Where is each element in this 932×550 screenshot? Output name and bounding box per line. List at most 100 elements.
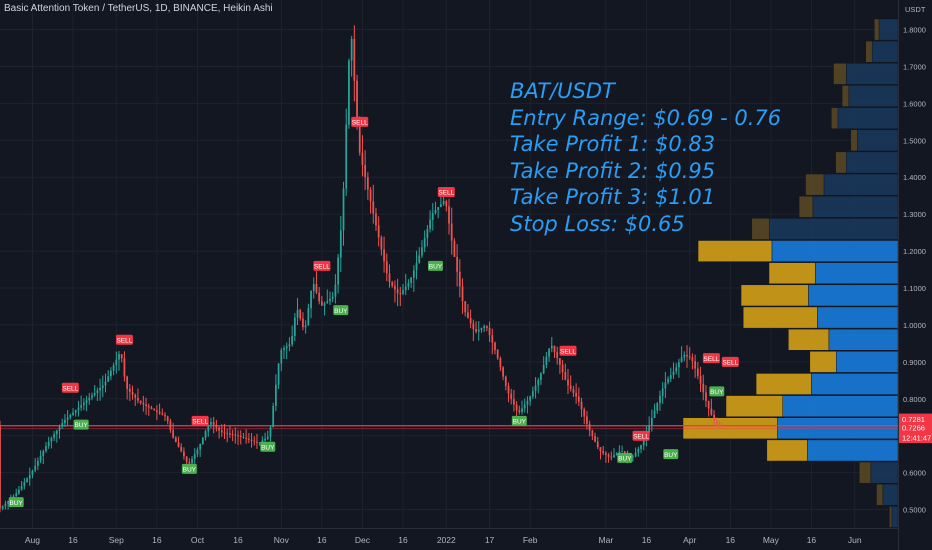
- candle-body: [694, 361, 697, 369]
- y-tick-label: 1.6000: [903, 99, 926, 108]
- candle-body: [199, 444, 202, 450]
- candle-body: [161, 413, 164, 415]
- profile-bar-down: [845, 151, 899, 174]
- candle-body: [61, 423, 64, 427]
- x-tick-label: 16: [233, 535, 243, 545]
- candle-body: [353, 38, 356, 81]
- candle-body: [283, 348, 285, 351]
- candle-body: [288, 344, 291, 347]
- candle-body: [526, 400, 529, 405]
- last-price-text: 12:41:47: [902, 434, 931, 443]
- profile-bar-up: [768, 262, 816, 285]
- candle-body: [123, 358, 126, 377]
- candle-body: [174, 437, 177, 443]
- x-tick-label: 17: [485, 535, 495, 545]
- candle-body: [277, 363, 280, 385]
- candle-body: [137, 397, 139, 401]
- signal-text: SELL: [116, 337, 132, 344]
- profile-bar-up: [809, 351, 837, 373]
- candle-body: [339, 230, 342, 258]
- candle-body: [193, 454, 196, 459]
- candle-body: [318, 292, 321, 302]
- candle-body: [145, 404, 147, 407]
- candle-body: [258, 442, 261, 444]
- candle-body: [586, 416, 588, 424]
- profile-bar-up: [740, 284, 809, 307]
- sell-signal-label: [632, 430, 650, 441]
- candle-body: [591, 430, 594, 437]
- candle-body: [345, 124, 348, 189]
- profile-bar-down: [857, 129, 899, 152]
- candle-body: [369, 189, 372, 202]
- candle-body: [299, 309, 302, 319]
- last-price-badge: [899, 413, 932, 425]
- profile-bar-up: [755, 373, 812, 395]
- candle-body: [713, 414, 715, 421]
- candle-body: [218, 427, 220, 431]
- candle-body: [656, 403, 659, 411]
- candle-body: [31, 470, 34, 475]
- candle-body: [212, 422, 215, 425]
- annotation-line: BAT/USDT: [510, 79, 615, 103]
- signal-text: BUY: [710, 389, 724, 396]
- signal-text: SELL: [352, 119, 368, 126]
- candle-body: [396, 289, 399, 294]
- profile-bar-up: [766, 439, 808, 462]
- candle-body: [653, 410, 656, 418]
- profile-bar-up: [874, 18, 880, 41]
- candle-body: [513, 399, 515, 405]
- signal-text: BUY: [334, 308, 348, 315]
- profile-bar-up: [850, 129, 858, 152]
- y-tick-label: 0.5000: [903, 506, 926, 515]
- candle-body: [134, 394, 137, 398]
- y-tick-label: 1.8000: [903, 26, 926, 35]
- candle-body: [404, 286, 407, 291]
- x-tick-label: 16: [807, 535, 817, 545]
- candle-body: [621, 451, 623, 453]
- candle-body: [110, 370, 112, 377]
- annotation-line: Take Profit 3: $1.01: [510, 185, 716, 209]
- candle-body: [710, 408, 713, 415]
- candle-body: [55, 430, 58, 435]
- candle-body: [188, 461, 191, 464]
- signal-text: BUY: [74, 422, 88, 429]
- profile-bar-up: [805, 173, 825, 196]
- sell-signal-label: [702, 353, 720, 364]
- annotation-line: Take Profit 1: $0.83: [510, 132, 716, 156]
- candle-body: [23, 482, 26, 486]
- candle-body: [66, 417, 69, 420]
- candle-body: [156, 410, 158, 412]
- price-line: [0, 425, 898, 430]
- candle-body: [331, 296, 334, 299]
- candle-body: [440, 204, 442, 208]
- candle-body: [523, 404, 526, 409]
- candle-body: [675, 367, 678, 372]
- candle-body: [632, 456, 634, 458]
- candle-body: [542, 364, 545, 374]
- candle-body: [472, 323, 475, 329]
- candle-body: [507, 385, 510, 394]
- candle-body: [483, 326, 486, 328]
- candle-body: [183, 451, 185, 457]
- profile-bar-up: [697, 240, 773, 262]
- buy-signal-label: [73, 419, 89, 430]
- candle-body: [150, 407, 153, 409]
- candle-body: [4, 503, 7, 507]
- candle-body: [142, 403, 145, 405]
- candle-body: [220, 430, 223, 433]
- candle-body: [442, 201, 445, 205]
- candle-body: [521, 408, 523, 413]
- y-tick-label: 1.5000: [903, 136, 926, 145]
- last-price-text: 0.7281: [902, 415, 925, 424]
- candle-body: [223, 432, 226, 434]
- candle-body: [88, 397, 91, 401]
- candle-body: [383, 249, 385, 262]
- candle-body: [231, 434, 234, 436]
- candle-body: [107, 376, 110, 382]
- candle-body: [721, 425, 724, 427]
- x-tick-label: 16: [726, 535, 736, 545]
- candle-body: [293, 317, 296, 336]
- volume-profile: [682, 18, 899, 528]
- candle-body: [607, 454, 610, 457]
